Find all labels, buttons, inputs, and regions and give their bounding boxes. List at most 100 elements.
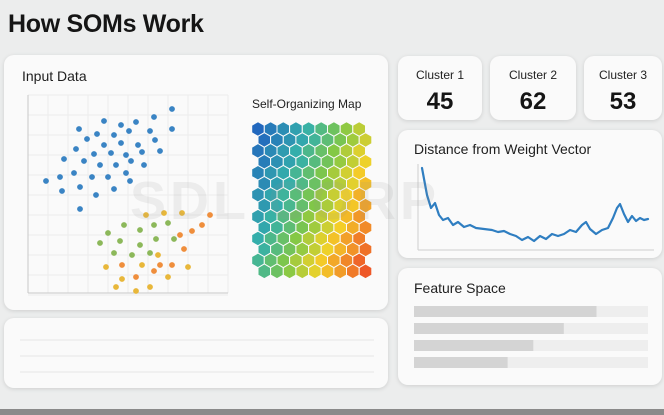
feature-space-title: Feature Space	[414, 280, 506, 296]
input-point-blue	[157, 148, 163, 154]
input-point-blue	[89, 174, 95, 180]
som-node	[346, 263, 360, 280]
input-point-orange	[181, 246, 187, 252]
input-point-blue	[76, 126, 82, 132]
input-point-blue	[126, 128, 132, 134]
feature-bar	[414, 323, 564, 334]
input-point-blue	[91, 151, 97, 157]
cluster-3-label: Cluster 3	[598, 68, 648, 82]
input-point-green	[153, 236, 159, 242]
input-point-blue	[152, 137, 158, 143]
input-point-green	[171, 236, 177, 242]
input-point-blue	[81, 158, 87, 164]
cluster-1-value: 45	[426, 88, 454, 115]
input-point-blue	[101, 118, 107, 124]
input-point-blue	[93, 192, 99, 198]
input-point-blue	[139, 149, 145, 155]
input-point-blue	[73, 146, 79, 152]
input-point-yellow	[147, 284, 153, 290]
input-point-green	[117, 238, 123, 244]
som-node	[358, 263, 373, 280]
input-point-orange	[119, 262, 125, 268]
input-point-blue	[135, 142, 141, 148]
input-point-green	[147, 250, 153, 256]
input-data-scatter-plot	[27, 94, 229, 296]
input-point-blue	[59, 188, 65, 194]
input-point-orange	[189, 228, 195, 234]
cluster-3-card: Cluster 3 53	[584, 56, 662, 120]
som-node	[320, 263, 335, 280]
input-data-title: Input Data	[22, 68, 87, 84]
input-point-yellow	[113, 284, 119, 290]
cluster-2-label: Cluster 2	[508, 68, 558, 82]
input-point-blue	[123, 170, 129, 176]
input-point-blue	[113, 162, 119, 168]
feature-bar	[414, 357, 508, 368]
cluster-1-card: Cluster 1 45	[398, 56, 482, 120]
som-hex-grid	[251, 121, 373, 280]
distance-card: Distance from Weight Vector	[398, 130, 662, 258]
input-point-blue	[133, 119, 139, 125]
som-node	[295, 263, 310, 280]
input-point-orange	[133, 274, 139, 280]
input-point-blue	[61, 156, 67, 162]
input-point-yellow	[155, 252, 161, 258]
placeholder-card	[4, 318, 388, 388]
input-point-yellow	[143, 212, 149, 218]
input-point-blue	[71, 170, 77, 176]
input-point-blue	[77, 184, 83, 190]
input-point-blue	[105, 174, 111, 180]
som-label: Self-Organizing Map	[252, 97, 362, 111]
input-point-blue	[147, 128, 153, 134]
som-node	[282, 263, 297, 280]
input-point-green	[165, 220, 171, 226]
input-data-card: Input Data Self-Organizing Map	[4, 55, 388, 310]
input-point-blue	[111, 132, 117, 138]
input-point-green	[137, 227, 143, 233]
input-point-blue	[84, 136, 90, 142]
som-node	[308, 263, 322, 280]
input-point-blue	[97, 162, 103, 168]
input-point-blue	[94, 131, 100, 137]
input-point-yellow	[133, 288, 139, 294]
input-point-yellow	[179, 210, 185, 216]
input-point-blue	[123, 152, 129, 158]
feature-bar-track	[414, 357, 648, 368]
input-point-yellow	[119, 276, 125, 282]
placeholder-lines	[20, 339, 374, 373]
input-point-green	[129, 252, 135, 258]
input-point-orange	[169, 262, 175, 268]
input-point-orange	[207, 212, 213, 218]
input-point-green	[137, 242, 143, 248]
page-title: How SOMs Work	[8, 10, 204, 38]
input-point-green	[97, 240, 103, 246]
feature-space-card: Feature Space	[398, 268, 662, 385]
input-point-blue	[127, 178, 133, 184]
input-point-blue	[141, 162, 147, 168]
input-point-blue	[57, 174, 63, 180]
input-point-green	[121, 222, 127, 228]
input-point-blue	[108, 150, 114, 156]
input-point-blue	[101, 142, 107, 148]
input-point-orange	[151, 268, 157, 274]
page-bottom-edge	[0, 409, 664, 415]
som-node	[257, 263, 272, 280]
input-point-blue	[118, 140, 124, 146]
input-point-orange	[199, 222, 205, 228]
feature-bar	[414, 340, 534, 351]
input-point-yellow	[139, 262, 145, 268]
input-point-green	[105, 230, 111, 236]
feature-space-bars	[414, 306, 648, 368]
som-node	[270, 263, 284, 280]
input-point-orange	[157, 262, 163, 268]
distance-title: Distance from Weight Vector	[414, 141, 592, 157]
input-point-blue	[169, 106, 175, 112]
input-point-blue	[43, 178, 49, 184]
feature-bar	[414, 306, 597, 317]
distance-series-line	[420, 166, 650, 243]
cluster-3-value: 53	[609, 88, 637, 115]
input-point-blue	[128, 158, 134, 164]
input-point-green	[111, 250, 117, 256]
distance-line-chart	[417, 164, 654, 251]
input-point-yellow	[161, 210, 167, 216]
